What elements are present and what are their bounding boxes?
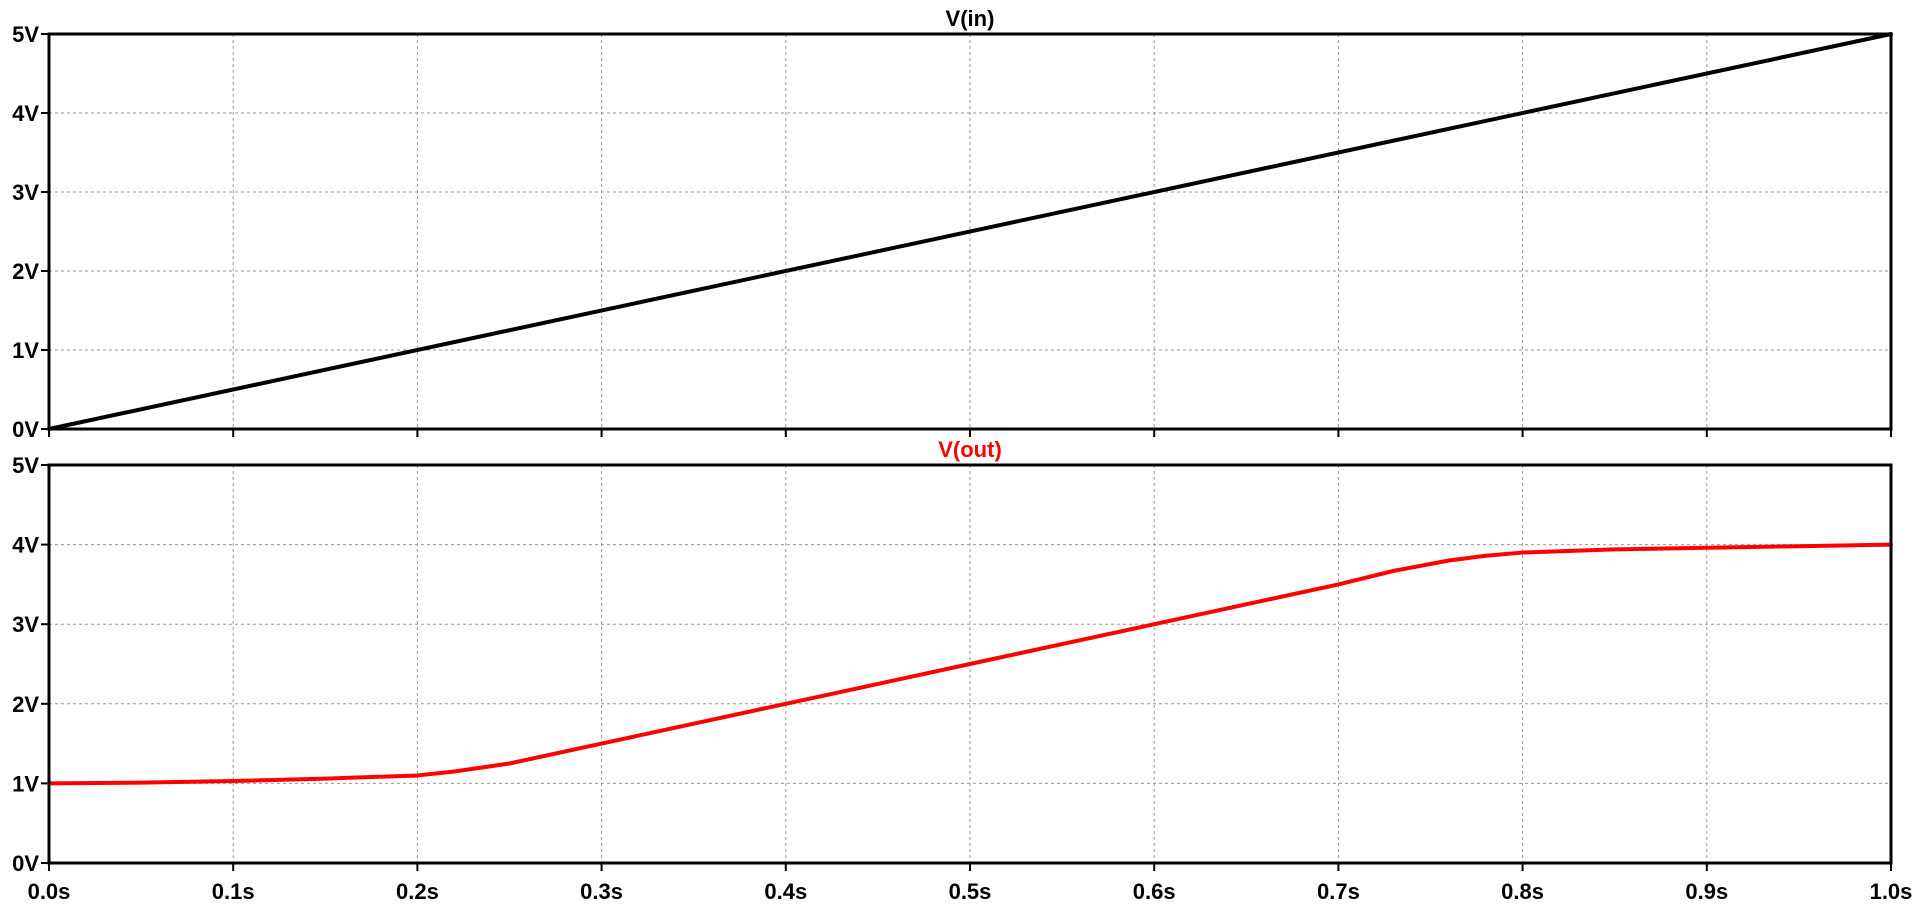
y-tick-label: 3V xyxy=(12,612,39,637)
y-tick-label: 4V xyxy=(12,533,39,558)
x-tick-label: 0.3s xyxy=(580,879,623,904)
plot-pane-vin: 0V 1V 2V 3V 4V 5V V(in) xyxy=(12,6,1893,442)
x-tick-label: 0.5s xyxy=(949,879,992,904)
x-tick-label: 0.2s xyxy=(396,879,439,904)
y-tick-label: 4V xyxy=(12,101,39,126)
y-tick-label: 5V xyxy=(12,22,39,47)
x-tick-label: 0.6s xyxy=(1133,879,1176,904)
y-tick-label: 0V xyxy=(12,417,39,442)
x-tick-label: 0.8s xyxy=(1501,879,1544,904)
x-tick-label: 0.0s xyxy=(28,879,71,904)
y-tick-label: 2V xyxy=(12,259,39,284)
y-tick-label: 0V xyxy=(12,851,39,876)
y-tick-label: 5V xyxy=(12,453,39,478)
y-tick-label: 1V xyxy=(12,338,39,363)
series-line-v-out xyxy=(47,542,1893,786)
pane-title: V(out) xyxy=(938,437,1002,462)
plot-frame xyxy=(47,463,1893,865)
x-tick-label: 0.7s xyxy=(1317,879,1360,904)
x-tick-label: 0.4s xyxy=(764,879,807,904)
x-tick-label: 0.1s xyxy=(212,879,255,904)
x-tick-label: 0.9s xyxy=(1685,879,1728,904)
y-tick-label: 2V xyxy=(12,692,39,717)
series-line-v-in xyxy=(47,32,1893,431)
plot-pane-vout: 0V 1V 2V 3V 4V 5V 0.0s 0.1s 0.2s 0.3s 0.4s 0.5s 0.6s… xyxy=(12,437,1912,904)
plot-frame xyxy=(47,32,1893,431)
x-tick-label: 1.0s xyxy=(1870,879,1913,904)
y-tick-label: 3V xyxy=(12,180,39,205)
pane-title: V(in) xyxy=(946,6,995,31)
y-tick-label: 1V xyxy=(12,771,39,796)
